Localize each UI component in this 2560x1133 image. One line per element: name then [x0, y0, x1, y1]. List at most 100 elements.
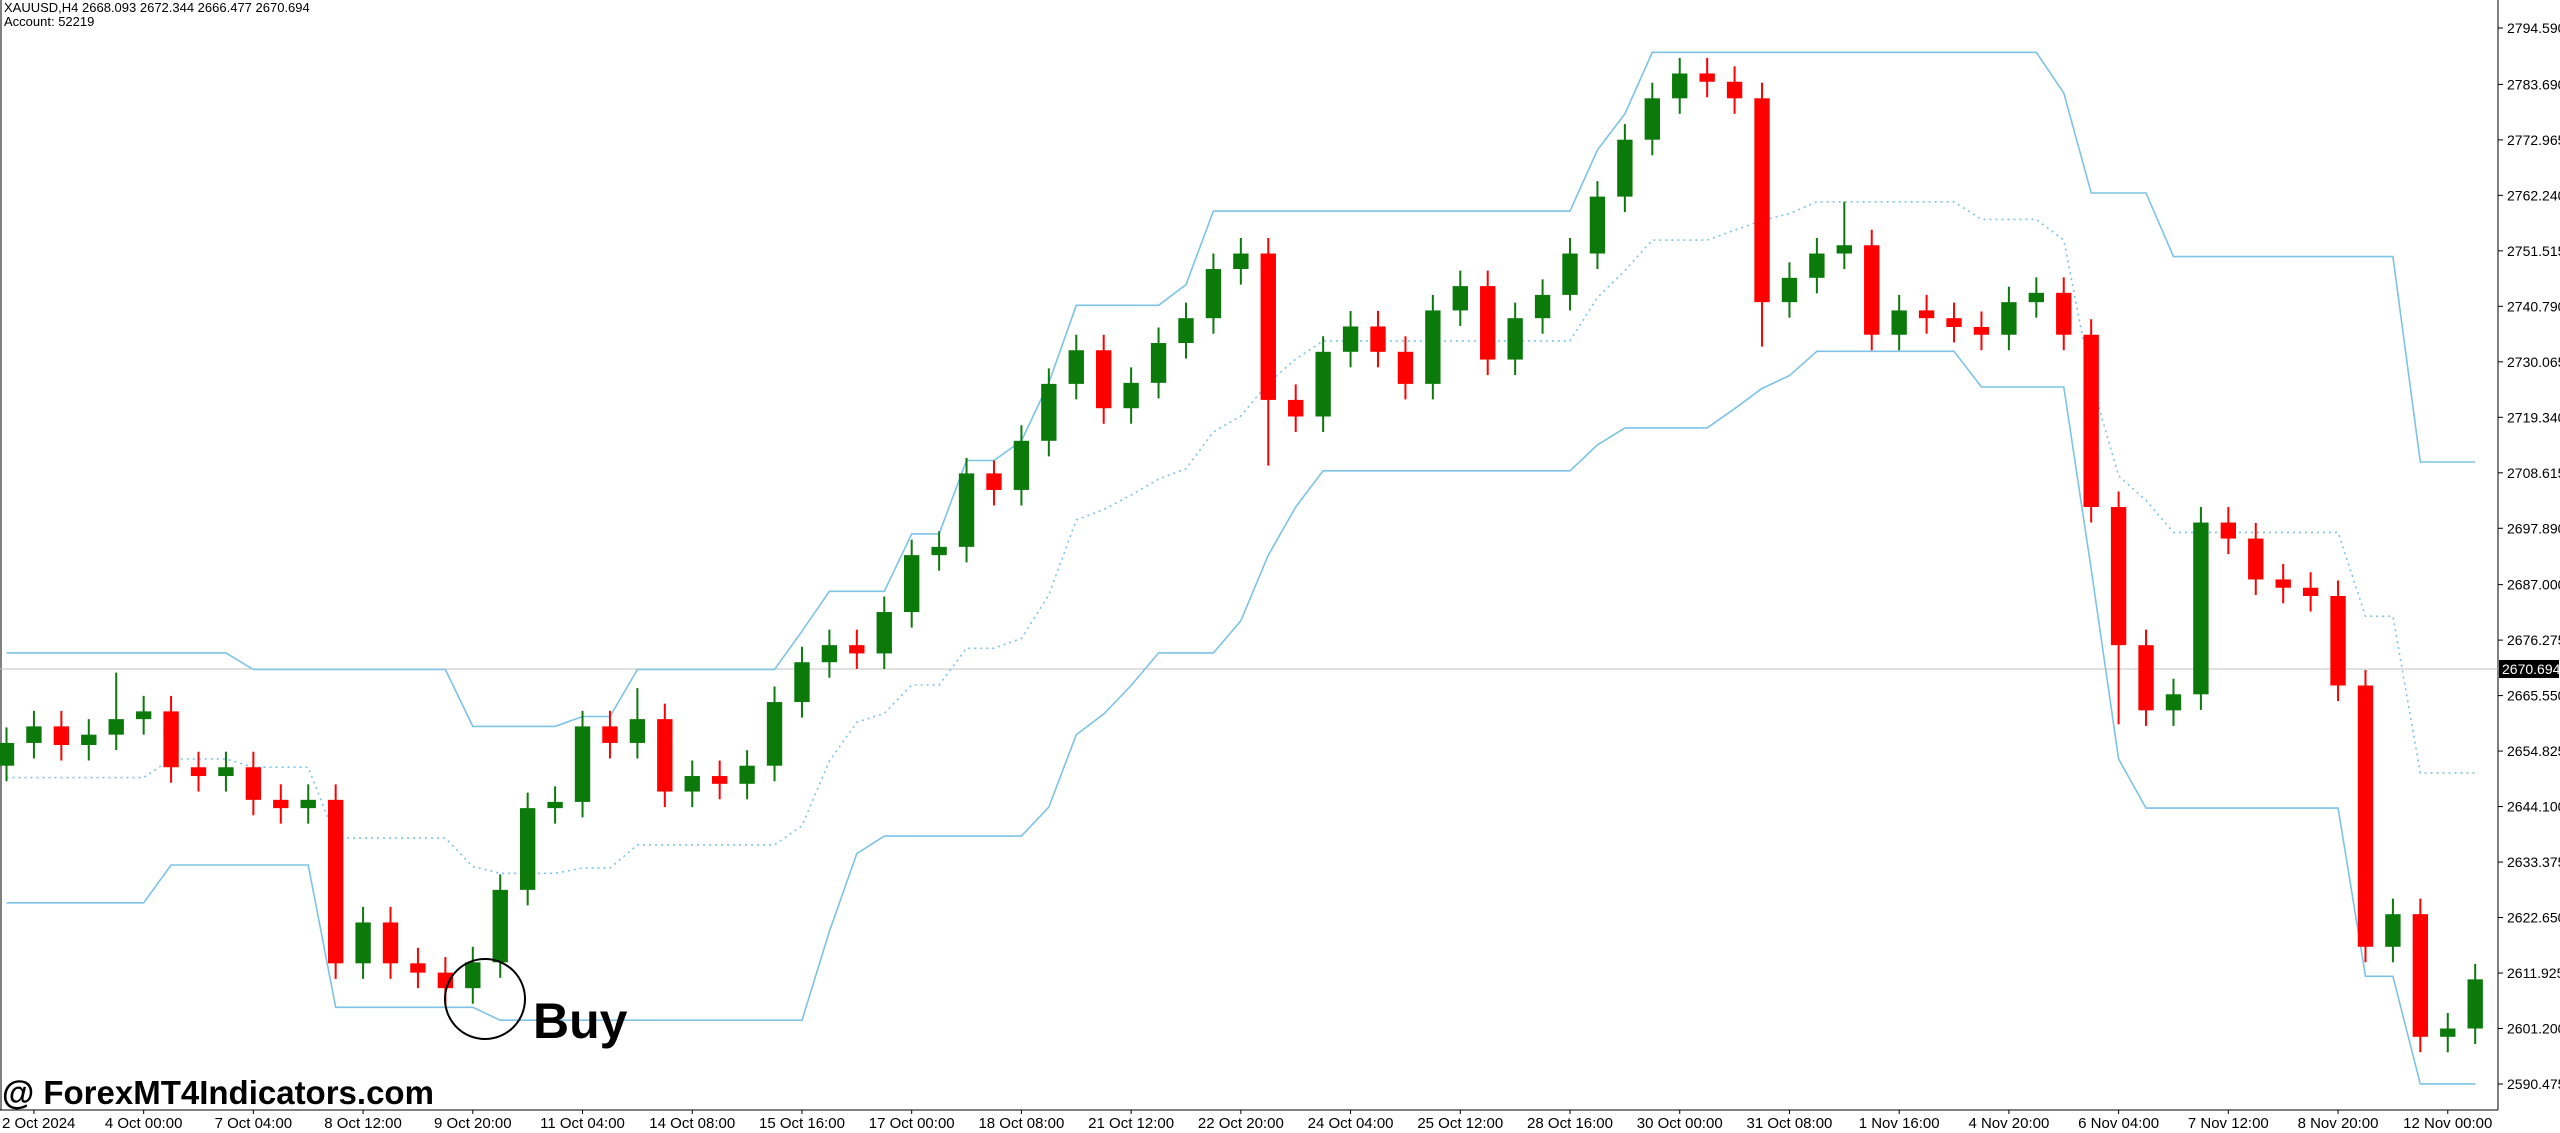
candle-body	[1534, 294, 1551, 319]
candle-body	[1370, 326, 1386, 352]
candle-body	[273, 799, 289, 809]
y-tick-label: 2601.200	[2507, 1021, 2560, 1037]
candle-body	[135, 711, 152, 720]
x-tick-label: 4 Nov 20:00	[1968, 1115, 2049, 1132]
y-tick-label: 2654.825	[2507, 743, 2560, 759]
x-tick-label: 8 Nov 20:00	[2298, 1115, 2379, 1132]
candle-body	[1425, 310, 1441, 384]
candle-body	[1068, 350, 1084, 384]
candle-body	[2028, 292, 2045, 303]
candle-body	[1260, 253, 1276, 400]
candle-body	[2248, 538, 2264, 580]
y-tick-label: 2644.100	[2507, 799, 2560, 815]
buy-annotation: Buy	[533, 993, 628, 1049]
candle-body	[1836, 245, 1852, 254]
channel-line	[6, 201, 2476, 875]
candle-body	[190, 767, 207, 777]
candle-body	[2412, 914, 2429, 1037]
y-tick-label: 2730.065	[2507, 354, 2560, 370]
candle-body	[1754, 98, 1770, 303]
candle-body	[245, 767, 262, 800]
candle-body	[1178, 318, 1194, 344]
candle-body	[739, 765, 755, 784]
candle-body	[629, 719, 646, 743]
x-tick-label: 6 Nov 04:00	[2078, 1115, 2159, 1132]
symbol-header: XAUUSD,H4 2668.093 2672.344 2666.477 267…	[4, 0, 310, 15]
candle-body	[931, 546, 947, 556]
x-tick-label: 12 Nov 00:00	[2403, 1115, 2492, 1132]
candle-body	[1699, 73, 1715, 82]
channel-line	[6, 350, 2476, 1085]
candle-body	[657, 719, 673, 792]
candle-body	[519, 808, 536, 890]
candle-body	[684, 776, 700, 792]
x-tick-label: 4 Oct 00:00	[105, 1115, 183, 1132]
candle-body	[766, 702, 783, 766]
candle-body	[2275, 579, 2291, 588]
x-tick-label: 24 Oct 04:00	[1308, 1115, 1394, 1132]
candle-body	[547, 801, 563, 809]
y-tick-label: 2794.590	[2507, 20, 2560, 36]
candle-body	[0, 742, 15, 766]
y-tick-label: 2783.690	[2507, 76, 2560, 92]
candle-body	[53, 726, 70, 746]
candle-body	[711, 776, 728, 784]
account-line: Account: 52219	[4, 14, 94, 29]
candle-body	[2083, 334, 2099, 508]
candle-body	[1315, 351, 1331, 417]
x-tick-label: 18 Oct 08:00	[978, 1115, 1064, 1132]
candle-body	[2220, 522, 2237, 539]
candle-body	[2467, 979, 2483, 1029]
y-tick-label: 2719.340	[2507, 409, 2560, 425]
watermark: @ ForexMT4Indicators.com	[2, 1074, 434, 1111]
candle-body	[492, 889, 508, 963]
x-tick-label: 7 Oct 04:00	[215, 1115, 293, 1132]
candle-body	[1589, 196, 1606, 254]
candle-body	[574, 726, 591, 802]
x-tick-label: 22 Oct 20:00	[1198, 1115, 1284, 1132]
candle-body	[2385, 914, 2401, 947]
candle-body	[355, 922, 371, 964]
candle-body	[986, 473, 1002, 490]
candle-body	[81, 734, 97, 746]
candle-body	[2110, 507, 2127, 646]
y-tick-label: 2622.650	[2507, 910, 2560, 926]
candle-body	[2056, 292, 2072, 335]
x-tick-label: 1 Nov 16:00	[1859, 1115, 1940, 1132]
candle-body	[1342, 326, 1359, 352]
y-tick-label: 2676.275	[2507, 632, 2560, 648]
candle-body	[218, 767, 234, 777]
candle-body	[300, 799, 316, 809]
y-tick-label: 2762.240	[2507, 187, 2560, 203]
candle-body	[2165, 694, 2182, 711]
candle-body	[2330, 596, 2346, 686]
candle-body	[465, 962, 481, 989]
candle-body	[2001, 302, 2017, 335]
candle-body	[1946, 318, 1962, 327]
y-tick-label: 2708.615	[2507, 465, 2560, 481]
candle-body	[2193, 522, 2209, 695]
candle-body	[1781, 277, 1798, 303]
y-tick-label: 2740.790	[2507, 298, 2560, 314]
x-tick-label: 15 Oct 16:00	[759, 1115, 845, 1132]
candle-body	[1672, 73, 1688, 99]
candle-body	[1726, 81, 1743, 99]
y-tick-label: 2751.515	[2507, 243, 2560, 259]
y-tick-label: 2590.475	[2507, 1076, 2560, 1092]
candle-body	[849, 645, 865, 654]
candle-body	[1562, 253, 1578, 295]
candle-body	[1096, 350, 1112, 409]
candle-body	[1150, 343, 1167, 383]
candle-body	[904, 555, 920, 613]
candle-body	[1973, 326, 1990, 335]
candle-body	[1891, 310, 1907, 335]
x-tick-label: 25 Oct 12:00	[1417, 1115, 1503, 1132]
x-tick-label: 28 Oct 16:00	[1527, 1115, 1613, 1132]
candle-body	[2302, 587, 2319, 597]
candle-body	[1644, 98, 1660, 140]
candle-body	[1013, 440, 1030, 490]
candle-body	[1397, 351, 1414, 384]
candle-body	[382, 922, 399, 964]
